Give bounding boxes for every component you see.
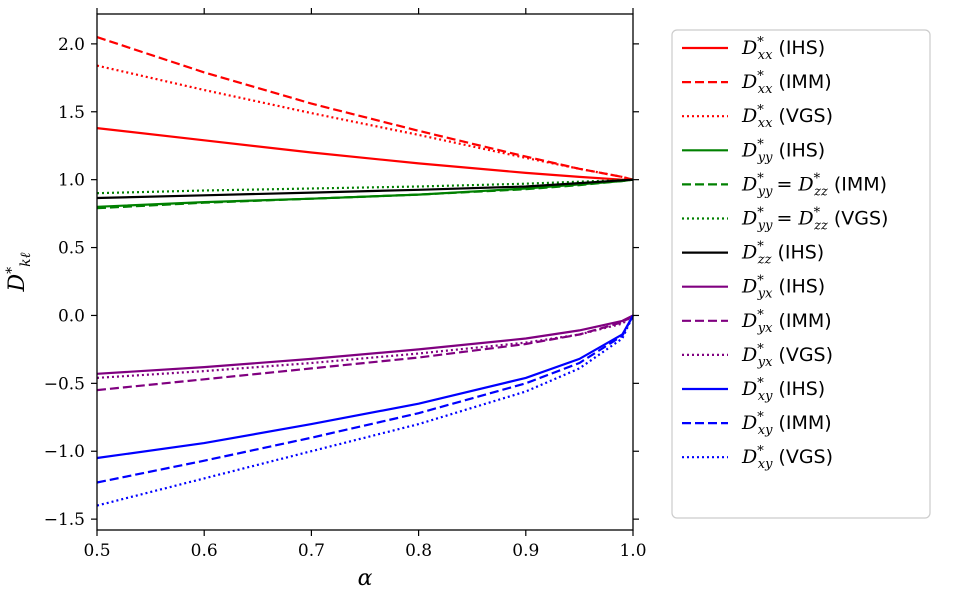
legend-box bbox=[671, 29, 931, 519]
x-tick-label: 0.5 bbox=[83, 541, 110, 561]
x-tick-label: 0.9 bbox=[512, 541, 539, 561]
legend-entry-dxx-ihs: D* xx (IHS) bbox=[682, 35, 825, 63]
legend-label: D* zz (IHS) bbox=[741, 240, 824, 268]
legend-label: D* xx (IMM) bbox=[741, 69, 832, 97]
series-line-dxx-ihs bbox=[96, 127, 633, 181]
legend-label: D* xy (IHS) bbox=[741, 376, 825, 404]
legend-label: D* xx (VGS) bbox=[741, 103, 833, 131]
y-tick-label: 2.0 bbox=[58, 35, 85, 55]
y-tick-label: 1.5 bbox=[58, 103, 85, 123]
legend-label: D* yy = D* zz (VGS) bbox=[741, 206, 888, 234]
legend-entry-dyy-imm: D* yy = D* zz (IMM) bbox=[682, 171, 887, 199]
plot-area bbox=[96, 13, 634, 531]
legend-entry-dxx-imm: D* xx (IMM) bbox=[682, 69, 832, 97]
axis-ticks: 0.5 0.6 0.7 0.8 0.9 1.0 −1.5 −1.0 −0.5 0.0 0.5 1.0 1… bbox=[44, 8, 647, 561]
axes-frame bbox=[96, 13, 634, 531]
legend-entry-dxx-vgs: D* xx (VGS) bbox=[682, 103, 833, 131]
legend-entry-dyy-ihs: D* yy (IHS) bbox=[682, 137, 825, 165]
x-tick-label: 0.8 bbox=[405, 541, 432, 561]
legend-label: D* yx (IHS) bbox=[741, 274, 825, 302]
x-tick-label: 1.0 bbox=[619, 541, 646, 561]
y-axis-label: D*kℓ bbox=[4, 252, 34, 292]
y-tick-label: −1.0 bbox=[44, 442, 85, 462]
series-line-dzz-ihs bbox=[96, 178, 634, 200]
series-line-dxy-imm bbox=[96, 314, 634, 484]
legend-label: D* yy (IHS) bbox=[741, 137, 825, 165]
series-line-dxy-ihs bbox=[96, 314, 634, 460]
legend-label: D* yy = D* zz (IMM) bbox=[741, 171, 887, 199]
legend-entry-dyx-ihs: D* yx (IHS) bbox=[682, 274, 825, 302]
y-tick-label: 1.0 bbox=[58, 171, 85, 191]
x-tick-label: 0.6 bbox=[191, 541, 218, 561]
legend-entry-dxy-ihs: D* xy (IHS) bbox=[682, 376, 825, 404]
legend-entry-dxy-imm: D* xy (IMM) bbox=[682, 410, 832, 438]
legend-label: D* yx (IMM) bbox=[741, 308, 832, 336]
legend-entry-dyx-imm: D* yx (IMM) bbox=[682, 308, 832, 336]
legend: D* xx (IHS) D* xx (IMM) D* xx (VGS) D* yy (IHS) D* yy… bbox=[671, 29, 931, 519]
y-tick-label: 0.0 bbox=[58, 306, 85, 326]
legend-label: D* xx (IHS) bbox=[741, 35, 825, 63]
series-line-dyx-vgs bbox=[96, 314, 634, 379]
x-tick-label: 0.7 bbox=[298, 541, 325, 561]
y-tick-label: 0.5 bbox=[58, 239, 85, 259]
legend-label: D* xy (VGS) bbox=[741, 444, 833, 472]
y-tick-label: −0.5 bbox=[44, 374, 85, 394]
series-line-dyy-imm bbox=[96, 178, 634, 210]
legend-label: D* xy (IMM) bbox=[741, 410, 832, 438]
series-line-dxy-vgs bbox=[96, 315, 634, 507]
series-line-dyx-ihs bbox=[96, 314, 634, 375]
x-axis-label: α bbox=[358, 566, 373, 591]
series-line-dyy-vgs bbox=[96, 178, 634, 195]
series-line-dxx-imm bbox=[96, 36, 634, 181]
series-line-dyx-imm bbox=[96, 314, 634, 392]
legend-entry-dyy-vgs: D* yy = D* zz (VGS) bbox=[682, 206, 888, 234]
y-tick-label: −1.5 bbox=[44, 510, 85, 530]
legend-entry-dyx-vgs: D* yx (VGS) bbox=[682, 342, 833, 370]
legend-entry-dxy-vgs: D* xy (VGS) bbox=[682, 444, 833, 472]
legend-entry-dzz-ihs: D* zz (IHS) bbox=[682, 240, 824, 268]
series-line-dxx-vgs bbox=[96, 64, 634, 181]
legend-label: D* yx (VGS) bbox=[741, 342, 833, 370]
